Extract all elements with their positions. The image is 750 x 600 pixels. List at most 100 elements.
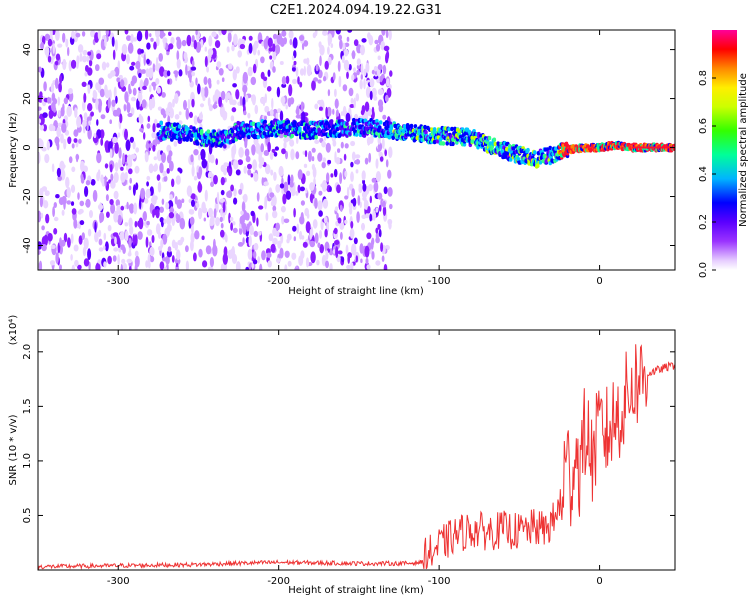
noise-speck xyxy=(247,248,253,260)
x-tick-label: -100 xyxy=(428,276,451,287)
noise-speck xyxy=(247,168,252,176)
noise-speck xyxy=(146,123,151,129)
ridge-point xyxy=(290,133,295,139)
noise-speck xyxy=(154,163,158,172)
noise-speck xyxy=(272,205,277,212)
noise-speck xyxy=(233,188,237,197)
y-tick-label: 0 xyxy=(22,144,33,150)
noise-speck xyxy=(361,38,367,43)
noise-speck xyxy=(82,123,86,134)
noise-speck xyxy=(353,39,359,47)
noise-speck xyxy=(105,30,109,36)
noise-speck xyxy=(388,146,393,159)
noise-speck xyxy=(144,30,149,40)
noise-speck xyxy=(44,46,50,56)
noise-speck xyxy=(344,170,348,178)
noise-speck xyxy=(366,264,371,270)
noise-speck xyxy=(220,222,224,229)
noise-speck xyxy=(203,86,209,98)
noise-speck xyxy=(193,149,199,156)
noise-speck xyxy=(288,30,294,39)
noise-speck xyxy=(151,131,156,139)
noise-speck xyxy=(263,38,268,50)
colorbar: 0.0 0.2 0.4 0.6 0.8 Normalized spectral ampl… xyxy=(698,30,749,278)
noise-speck xyxy=(322,157,327,163)
noise-speck xyxy=(306,170,311,176)
noise-speck xyxy=(318,106,323,111)
noise-speck xyxy=(42,124,48,132)
noise-speck xyxy=(248,42,253,54)
ridge-point xyxy=(230,129,235,134)
noise-speck xyxy=(343,48,349,57)
noise-speck xyxy=(163,266,167,270)
noise-speck xyxy=(354,154,361,159)
noise-speck xyxy=(282,193,287,205)
noise-speck xyxy=(252,43,257,56)
noise-speck xyxy=(87,67,93,76)
noise-speck xyxy=(293,207,296,218)
noise-speck xyxy=(228,63,233,70)
noise-speck xyxy=(335,157,341,165)
noise-speck xyxy=(167,224,172,232)
noise-speck xyxy=(55,252,59,264)
noise-speck xyxy=(304,150,308,158)
noise-speck xyxy=(160,32,166,37)
noise-speck xyxy=(119,113,123,124)
ridge-point xyxy=(335,127,340,132)
noise-speck xyxy=(183,99,187,111)
noise-speck xyxy=(340,231,343,240)
noise-speck xyxy=(233,33,238,46)
noise-speck xyxy=(361,214,367,219)
noise-speck xyxy=(274,146,279,151)
noise-speck xyxy=(158,53,163,62)
noise-speck xyxy=(318,210,323,217)
ridge-point xyxy=(533,150,537,155)
noise-speck xyxy=(175,36,181,41)
noise-speck xyxy=(253,172,259,182)
noise-speck xyxy=(202,260,208,268)
noise-speck xyxy=(362,196,367,201)
noise-speck xyxy=(193,205,197,210)
noise-speck xyxy=(81,55,88,63)
noise-speck xyxy=(160,218,164,228)
noise-speck xyxy=(38,66,42,73)
noise-speck xyxy=(107,97,111,109)
ridge-point xyxy=(447,127,451,132)
noise-speck xyxy=(126,154,133,165)
noise-speck xyxy=(54,136,60,144)
noise-speck xyxy=(95,64,100,72)
noise-speck xyxy=(279,61,284,65)
noise-speck xyxy=(363,68,367,77)
noise-speck xyxy=(127,112,133,118)
noise-speck xyxy=(314,197,318,209)
noise-speck xyxy=(45,213,50,224)
noise-speck xyxy=(154,30,161,39)
noise-speck xyxy=(373,75,379,80)
noise-speck xyxy=(54,77,59,89)
noise-speck xyxy=(345,112,351,123)
noise-speck xyxy=(90,179,96,186)
noise-speck xyxy=(137,48,142,55)
noise-speck xyxy=(256,217,259,227)
noise-speck xyxy=(224,234,228,243)
ridge-point xyxy=(206,129,211,134)
noise-speck xyxy=(365,86,371,98)
noise-speck xyxy=(118,158,122,168)
noise-speck xyxy=(269,55,273,60)
snr-frame xyxy=(37,329,676,571)
ridge-point xyxy=(554,146,558,151)
noise-speck xyxy=(83,258,90,267)
noise-speck xyxy=(309,228,313,240)
noise-speck xyxy=(146,181,150,187)
noise-speck xyxy=(242,193,248,203)
noise-speck xyxy=(250,210,255,217)
noise-speck xyxy=(373,181,379,193)
spectrogram-y-ticks: -40 -20 0 20 40 xyxy=(22,43,675,254)
ridge-point xyxy=(432,127,437,132)
noise-speck xyxy=(140,49,144,54)
ridge-point xyxy=(538,160,543,165)
noise-speck xyxy=(210,215,215,227)
noise-speck xyxy=(59,160,65,173)
noise-speck xyxy=(39,196,44,208)
noise-speck xyxy=(281,30,287,37)
